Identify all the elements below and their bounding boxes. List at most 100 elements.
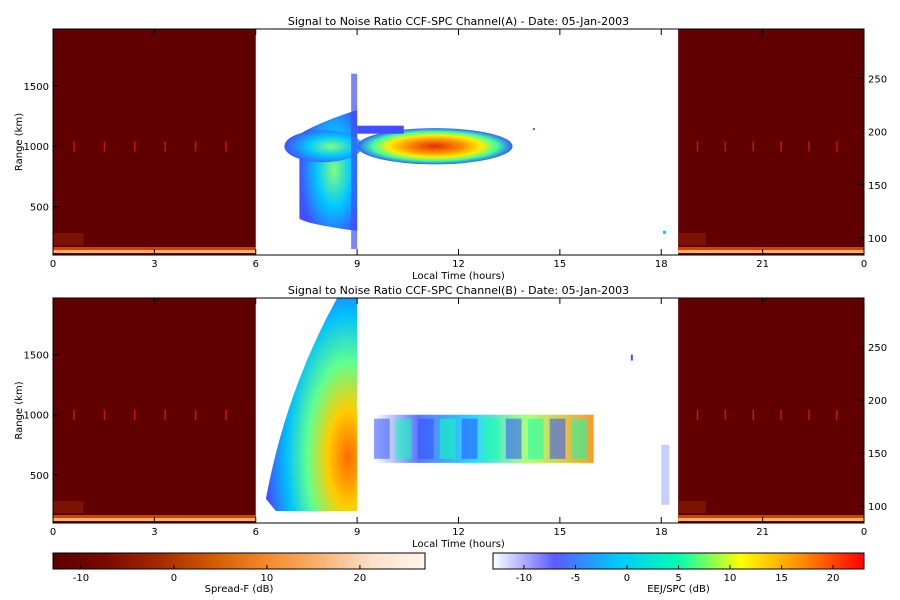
spread-f-echo [265,298,358,511]
colorbar-tick-label: 0 [171,573,177,584]
interference-streak [780,409,782,420]
x-tick-label: 9 [354,527,360,538]
noise-point [630,354,633,361]
x-tick-label: 3 [151,527,157,538]
colorbar-tick-label: 10 [261,573,274,584]
chart-title: Signal to Noise Ratio CCF-SPC Channel(A)… [288,15,629,28]
y2-tick-label: 200 [868,128,887,139]
x-tick-label: 0 [50,259,56,270]
x-axis-label: Local Time (hours) [412,539,505,550]
noise-point [661,444,670,505]
eej-echo-streak [417,418,434,459]
y-tick-label: 1500 [24,351,49,362]
y2-tick-label: 100 [868,234,887,245]
ground-echo-strip [678,247,864,251]
interference-streak [194,141,197,152]
interference-streak [752,409,754,420]
colorbar-tick-label: -5 [570,573,580,584]
x-tick-label: 3 [151,259,157,270]
night-block [53,29,256,255]
x-tick-label: 15 [554,527,567,538]
x-tick-label: 12 [452,527,465,538]
y-tick-label: 1000 [24,142,49,153]
chart-title: Signal to Noise Ratio CCF-SPC Channel(B)… [288,284,629,297]
y-tick-label: 500 [30,471,49,482]
interference-streak [808,141,810,152]
x-tick-label: 18 [655,259,668,270]
heatmap-panel-b: Signal to Noise Ratio CCF-SPC Channel(B)… [14,284,887,550]
x-tick-label: 18 [655,527,668,538]
x-tick-label: 12 [452,259,465,270]
x-tick-label: 0 [861,527,867,538]
y2-tick-label: 250 [868,343,887,354]
y-axis-label: Range (km) [14,113,25,171]
interference-streak [134,409,136,420]
eej-echo-streak [461,418,478,459]
low-range-echo [678,501,707,513]
colorbar-tick-label: -10 [73,573,89,584]
eej-echo-streak [571,418,588,459]
eej-echo-streak [505,418,522,459]
interference-streak [808,409,810,420]
colorbar-label: EEJ/SPC (dB) [647,584,710,595]
colorbar-label: Spread-F (dB) [205,584,274,595]
x-tick-label: 0 [861,259,867,270]
interference-streak [134,141,136,152]
interference-streak [836,141,838,152]
interference-streak [73,141,75,152]
ground-echo-strip [678,250,864,253]
colorbar-gradient [52,552,426,570]
eej-echo-streak [439,418,456,459]
low-range-echo [53,501,84,513]
noise-point [662,230,666,234]
eej-echo-streak [374,418,390,459]
x-tick-label: 6 [253,259,259,270]
eej-echo-streak [483,418,500,459]
ground-echo-strip [678,518,864,521]
x-tick-label: 15 [554,259,567,270]
colorbar-tick-label: 15 [775,573,788,584]
colorbar-tick-label: -10 [516,573,532,584]
eej-150km-echo [357,128,513,165]
x-tick-label: 9 [354,259,360,270]
eej-echo-streak [549,418,566,459]
eej-echo-streak [395,418,412,459]
y-tick-label: 1500 [24,82,49,93]
eej-echo-streak [527,418,544,459]
interference-streak [696,141,699,152]
y-axis-label: Range (km) [14,381,25,439]
interference-streak [724,141,727,152]
interference-streak [103,409,106,420]
y-tick-label: 500 [30,203,49,214]
interference-streak [225,409,227,420]
y2-tick-label: 150 [868,449,887,460]
heatmap-panel-a: Signal to Noise Ratio CCF-SPC Channel(A)… [14,15,887,282]
colorbar-tick-label: 5 [675,573,681,584]
colorbar-eej: -10 -5 0 5 10 15 20 EEJ/SPC (dB) [492,552,865,595]
ground-echo-strip [678,515,864,519]
night-block [678,29,864,255]
y2-tick-label: 100 [868,502,887,513]
x-tick-label: 21 [756,259,769,270]
interference-streak [780,141,782,152]
low-range-echo [678,233,707,245]
y2-tick-label: 150 [868,181,887,192]
colorbar-tick-label: 0 [624,573,630,584]
y-tick-label: 1000 [24,411,49,422]
y2-tick-label: 200 [868,396,887,407]
night-block [53,298,256,523]
x-tick-label: 6 [253,527,259,538]
x-tick-label: 21 [756,527,769,538]
spread-f-echo [284,130,363,163]
interference-streak [836,409,838,420]
interference-streak [73,409,75,420]
x-tick-label: 0 [50,527,56,538]
eej-150km-echo [357,125,404,134]
interference-streak [194,409,197,420]
y2-tick-label: 250 [868,74,887,85]
interference-streak [696,409,699,420]
interference-streak [724,409,727,420]
interference-streak [164,141,167,152]
colorbar-tick-label: 20 [827,573,840,584]
